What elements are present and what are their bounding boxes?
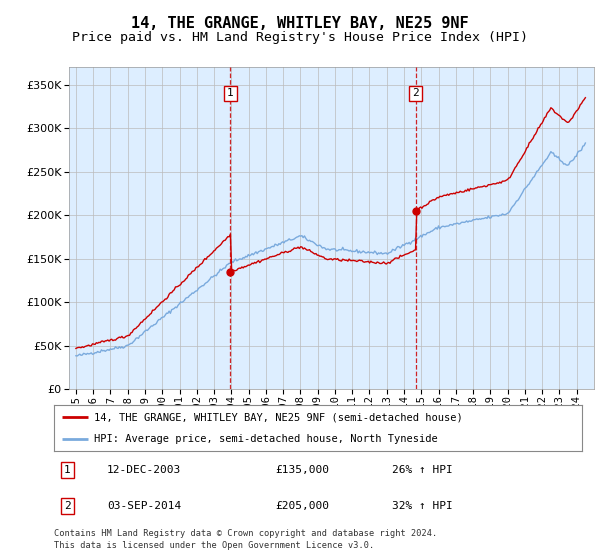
Text: Contains HM Land Registry data © Crown copyright and database right 2024.: Contains HM Land Registry data © Crown c… (54, 529, 437, 538)
Text: 1: 1 (227, 88, 234, 99)
Text: 2: 2 (64, 501, 71, 511)
Text: £135,000: £135,000 (276, 465, 330, 475)
Text: 1: 1 (64, 465, 71, 475)
Text: 14, THE GRANGE, WHITLEY BAY, NE25 9NF (semi-detached house): 14, THE GRANGE, WHITLEY BAY, NE25 9NF (s… (94, 412, 463, 422)
Text: Price paid vs. HM Land Registry's House Price Index (HPI): Price paid vs. HM Land Registry's House … (72, 31, 528, 44)
Text: 14, THE GRANGE, WHITLEY BAY, NE25 9NF: 14, THE GRANGE, WHITLEY BAY, NE25 9NF (131, 16, 469, 31)
Text: HPI: Average price, semi-detached house, North Tyneside: HPI: Average price, semi-detached house,… (94, 435, 437, 444)
Text: 26% ↑ HPI: 26% ↑ HPI (392, 465, 452, 475)
Text: 32% ↑ HPI: 32% ↑ HPI (392, 501, 452, 511)
Text: 03-SEP-2014: 03-SEP-2014 (107, 501, 181, 511)
Text: £205,000: £205,000 (276, 501, 330, 511)
Text: 12-DEC-2003: 12-DEC-2003 (107, 465, 181, 475)
Text: 2: 2 (412, 88, 419, 99)
Text: This data is licensed under the Open Government Licence v3.0.: This data is licensed under the Open Gov… (54, 541, 374, 550)
